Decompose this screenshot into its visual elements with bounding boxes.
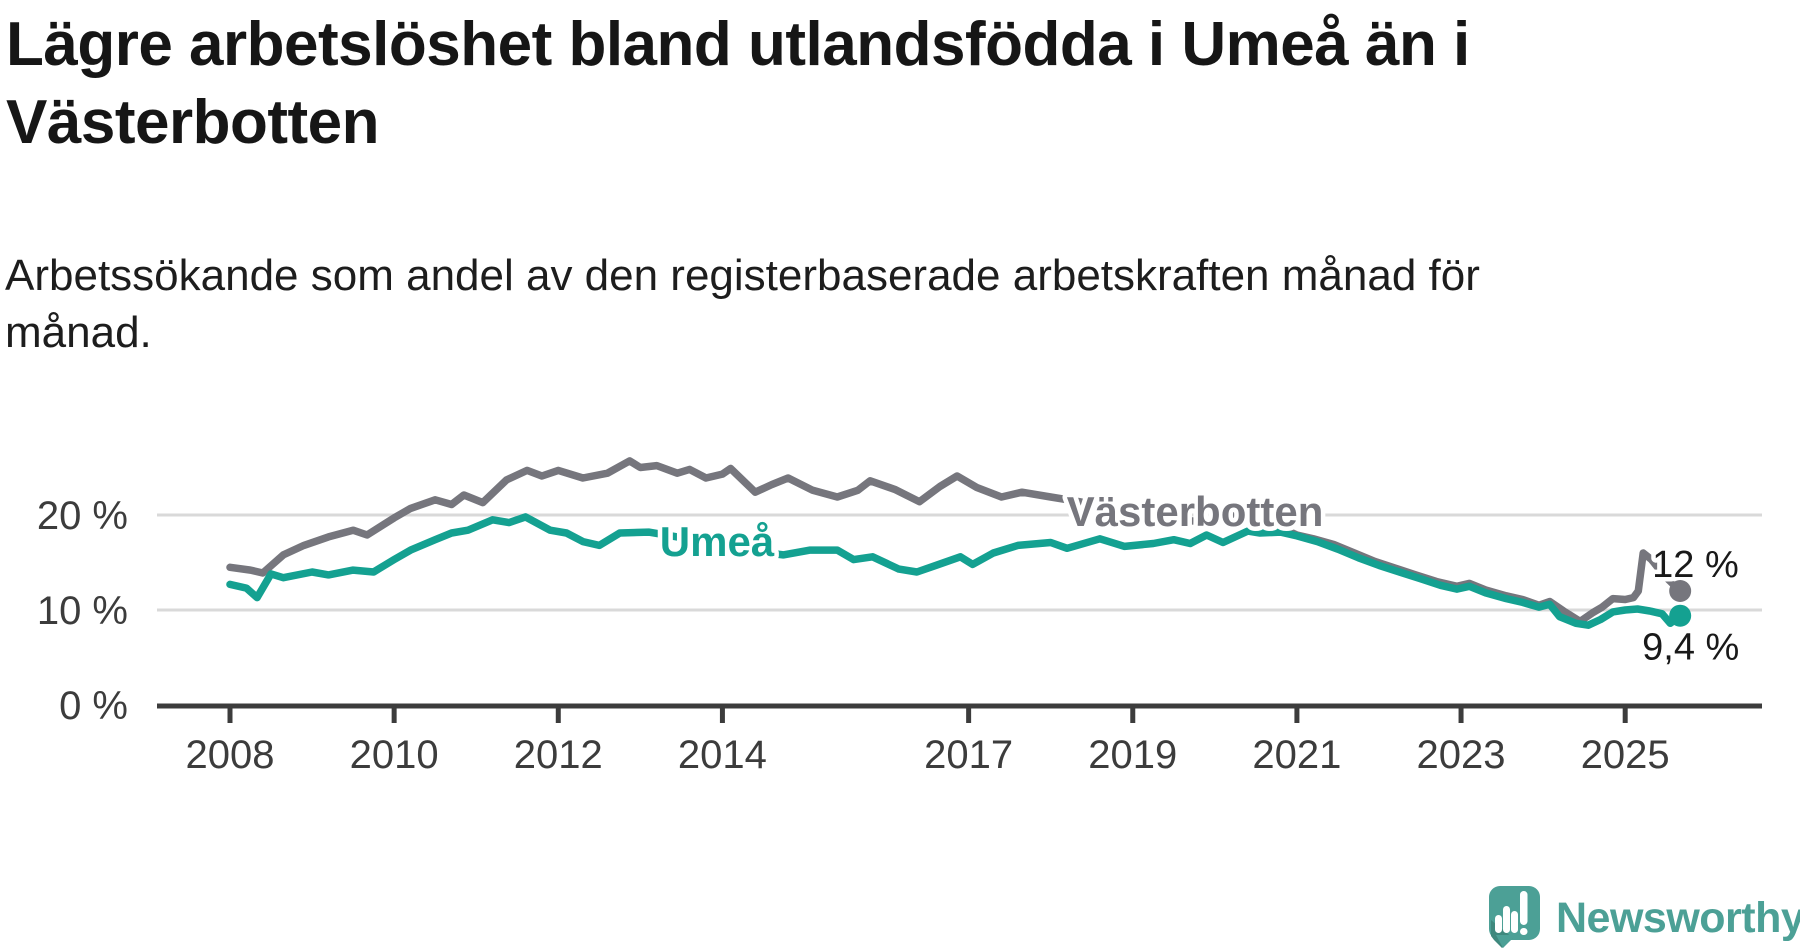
logo-exclamation-dot [1520,928,1528,935]
x-tick-label-2012: 2012 [514,733,603,777]
series-line-västerbotten [226,457,1684,626]
chart-subtitle-line1: Arbetssökande som andel av den registerb… [5,251,1480,300]
x-tick-label-2010: 2010 [350,733,439,777]
page-title-line2: Västerbotten [6,88,379,157]
end-dot-umeå [1669,604,1692,627]
newsworthy-branding: Newsworthy [1488,886,1800,948]
logo-bubble-tail [1496,935,1516,948]
logo-bar-medium [1511,911,1518,933]
y-axis-label-10: 10 % [37,589,128,633]
end-value-label-umeå: 9,4 % [1642,627,1739,669]
logo-bar-small [1495,915,1502,933]
chart-subtitle: Arbetssökande som andel av den registerb… [5,247,1505,361]
end-dot-västerbotten [1669,580,1692,602]
newsworthy-wordmark: Newsworthy [1556,894,1800,942]
logo-exclamation-bar [1520,891,1528,925]
x-tick-label-2017: 2017 [924,733,1013,777]
series-line-umeå [226,513,1684,629]
series-label-västerbotten: Västerbotten [1067,488,1324,535]
newsworthy-logo-icon [1489,886,1540,948]
chart-subtitle-line2: månad. [5,308,152,357]
end-value-label-västerbotten: 12 % [1652,544,1739,586]
page-title: Lägre arbetslöshet bland utlandsfödda i … [6,6,1506,162]
x-tick-label-2023: 2023 [1417,733,1506,777]
x-tick-label-2019: 2019 [1088,733,1177,777]
x-tick-label-2025: 2025 [1581,733,1670,777]
series-label-umeå: Umeå [660,518,775,565]
page-title-line1: Lägre arbetslöshet bland utlandsfödda i … [6,10,1470,79]
y-axis-label-20: 20 % [37,494,128,538]
x-tick-label-2014: 2014 [678,733,767,777]
x-tick-label-2008: 2008 [186,733,275,777]
x-tick-label-2021: 2021 [1252,733,1341,777]
logo-bar-tall [1503,906,1510,933]
y-axis-label-0: 0 % [59,684,128,728]
